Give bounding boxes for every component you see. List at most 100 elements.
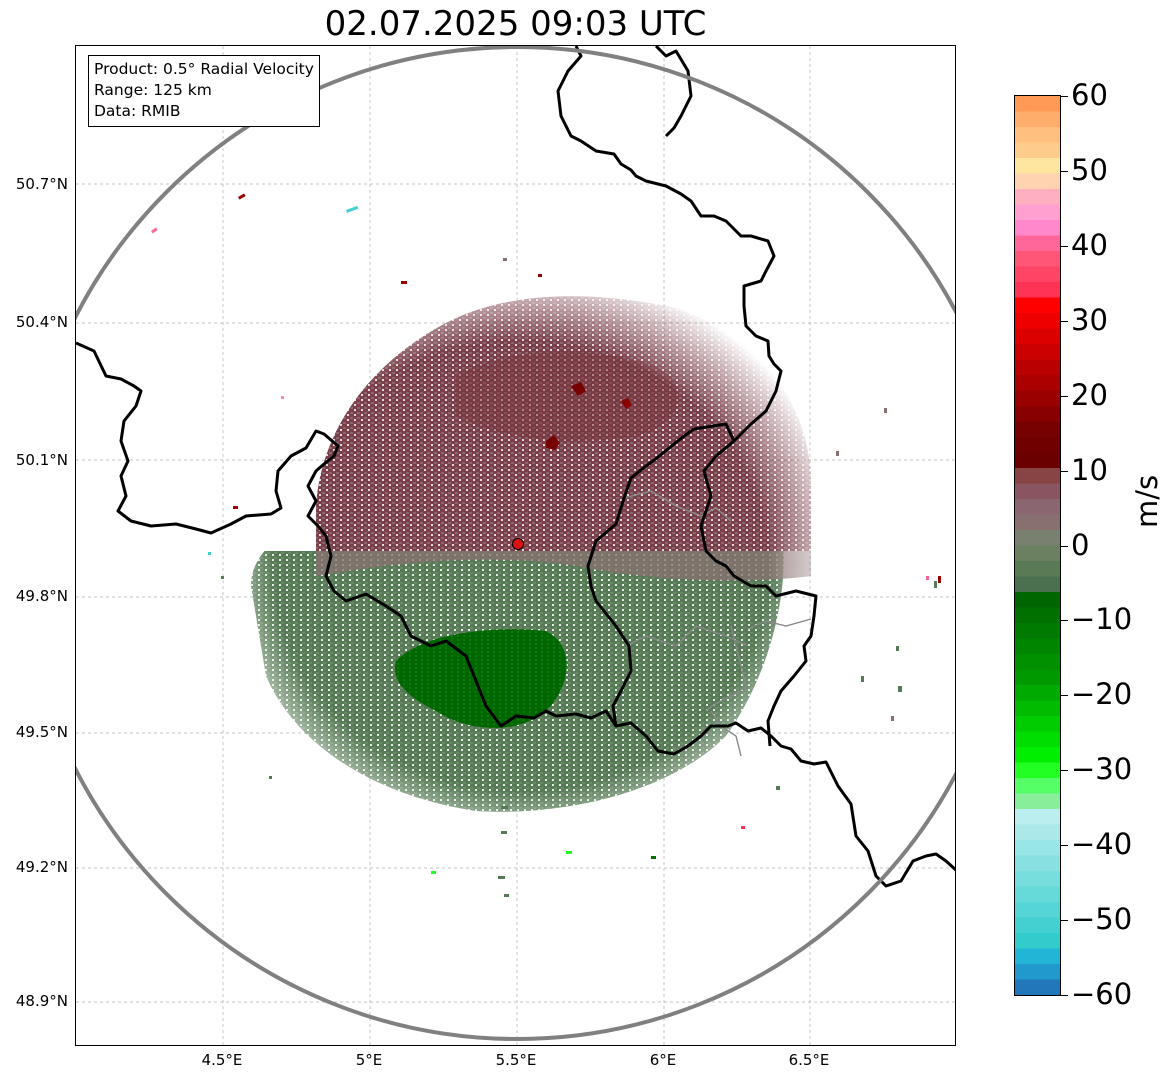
colorbar-swatch [1015, 561, 1060, 578]
colorbar-tick [1061, 321, 1068, 322]
colorbar-swatch [1015, 778, 1060, 795]
colorbar-swatch [1015, 421, 1060, 438]
approaching-velocity-area [251, 551, 784, 812]
colorbar-swatch [1015, 747, 1060, 764]
colorbar-swatch [1015, 933, 1060, 950]
colorbar-swatch [1015, 204, 1060, 221]
colorbar-swatch [1015, 189, 1060, 206]
colorbar-tick [1061, 845, 1068, 846]
product-info-box: Product: 0.5° Radial Velocity Range: 125… [88, 55, 320, 127]
colorbar-tick [1061, 620, 1068, 621]
colorbar-swatch [1015, 638, 1060, 655]
colorbar-swatch [1015, 468, 1060, 485]
colorbar-tick-label: −40 [1071, 827, 1133, 861]
colorbar-swatch [1015, 545, 1060, 562]
colorbar-swatch [1015, 592, 1060, 609]
colorbar-swatch [1015, 607, 1060, 624]
colorbar-swatch [1015, 871, 1060, 888]
colorbar-swatch [1015, 793, 1060, 810]
colorbar-tick-label: −50 [1071, 902, 1133, 936]
colorbar-swatch [1015, 96, 1060, 113]
colorbar-swatch [1015, 576, 1060, 593]
colorbar-tick-label: 40 [1071, 228, 1108, 262]
colorbar-tick-label: −10 [1071, 602, 1133, 636]
colorbar-swatch [1015, 235, 1060, 252]
colorbar-swatch [1015, 979, 1060, 995]
colorbar-swatch [1015, 824, 1060, 841]
lat-label-50-7: 50.7°N [15, 175, 68, 193]
colorbar-tick-label: 20 [1071, 378, 1108, 412]
radial-velocity-echoes [251, 296, 811, 812]
colorbar-swatch [1015, 809, 1060, 826]
colorbar-tick [1061, 770, 1068, 771]
colorbar-tick-label: 10 [1071, 453, 1108, 487]
colorbar-swatch [1015, 654, 1060, 671]
colorbar-tick-label: 60 [1071, 78, 1108, 112]
colorbar-swatch [1015, 483, 1060, 500]
colorbar-swatch [1015, 359, 1060, 376]
colorbar-swatch [1015, 840, 1060, 857]
lat-label-49-2: 49.2°N [15, 858, 68, 876]
lon-label-6: 6°E [649, 1051, 677, 1069]
border-be-fr-west [76, 341, 955, 888]
colorbar-tick [1061, 995, 1068, 996]
colorbar-tick [1061, 695, 1068, 696]
border-de-nw [654, 46, 693, 138]
colorbar-tick [1061, 96, 1068, 97]
lat-label-50-1: 50.1°N [15, 451, 68, 469]
colorbar-swatch [1015, 158, 1060, 175]
radar-site-marker[interactable] [512, 538, 524, 550]
colorbar-tick-label: −20 [1071, 677, 1133, 711]
colorbar-swatch [1015, 437, 1060, 454]
colorbar-swatch [1015, 344, 1060, 361]
receding-velocity-area [316, 296, 811, 551]
colorbar-swatch [1015, 282, 1060, 299]
colorbar-tick [1061, 396, 1068, 397]
colorbar-swatch [1015, 499, 1060, 516]
colorbar-tick-label: 50 [1071, 153, 1108, 187]
border-de-be-north [556, 46, 783, 443]
velocity-colorbar [1014, 95, 1061, 996]
minor-borders [623, 490, 812, 757]
scattered-echo-pixels [151, 193, 941, 897]
colorbar-swatch [1015, 375, 1060, 392]
colorbar-swatch [1015, 685, 1060, 702]
colorbar-tick [1061, 246, 1068, 247]
colorbar-swatch [1015, 964, 1060, 981]
lat-label-48-9: 48.9°N [15, 992, 68, 1010]
colorbar-swatch [1015, 406, 1060, 423]
colorbar-tick-label: 0 [1071, 528, 1090, 562]
colorbar-swatch [1015, 111, 1060, 128]
range-label: Range: 125 km [94, 81, 212, 99]
colorbar-swatch [1015, 700, 1060, 717]
radar-map[interactable] [75, 45, 956, 1046]
colorbar-tick-label: 30 [1071, 303, 1108, 337]
border-lu-west [586, 427, 695, 727]
country-borders [76, 46, 955, 888]
colorbar-swatch [1015, 886, 1060, 903]
colorbar-swatch [1015, 716, 1060, 733]
colorbar-swatch [1015, 731, 1060, 748]
colorbar-tick [1061, 471, 1068, 472]
colorbar-swatch [1015, 142, 1060, 159]
lon-label-5: 5°E [355, 1051, 383, 1069]
colorbar-unit-label: m/s [1130, 474, 1164, 528]
lon-label-6-5: 6.5°E [788, 1051, 830, 1069]
colorbar-swatches [1015, 96, 1060, 995]
colorbar-swatch [1015, 902, 1060, 919]
lon-label-5-5: 5.5°E [495, 1051, 537, 1069]
colorbar-swatch [1015, 328, 1060, 345]
lat-label-49-8: 49.8°N [15, 587, 68, 605]
product-label: Product: 0.5° Radial Velocity [94, 60, 314, 78]
map-title: 02.07.2025 09:03 UTC [324, 4, 707, 44]
colorbar-swatch [1015, 514, 1060, 531]
colorbar-swatch [1015, 452, 1060, 469]
colorbar-swatch [1015, 948, 1060, 965]
colorbar-swatch [1015, 127, 1060, 144]
colorbar-tick-label: −30 [1071, 752, 1133, 786]
radar-map-canvas [76, 46, 955, 1045]
colorbar-swatch [1015, 220, 1060, 237]
colorbar-swatch [1015, 623, 1060, 640]
colorbar-tick [1061, 171, 1068, 172]
colorbar-swatch [1015, 313, 1060, 330]
